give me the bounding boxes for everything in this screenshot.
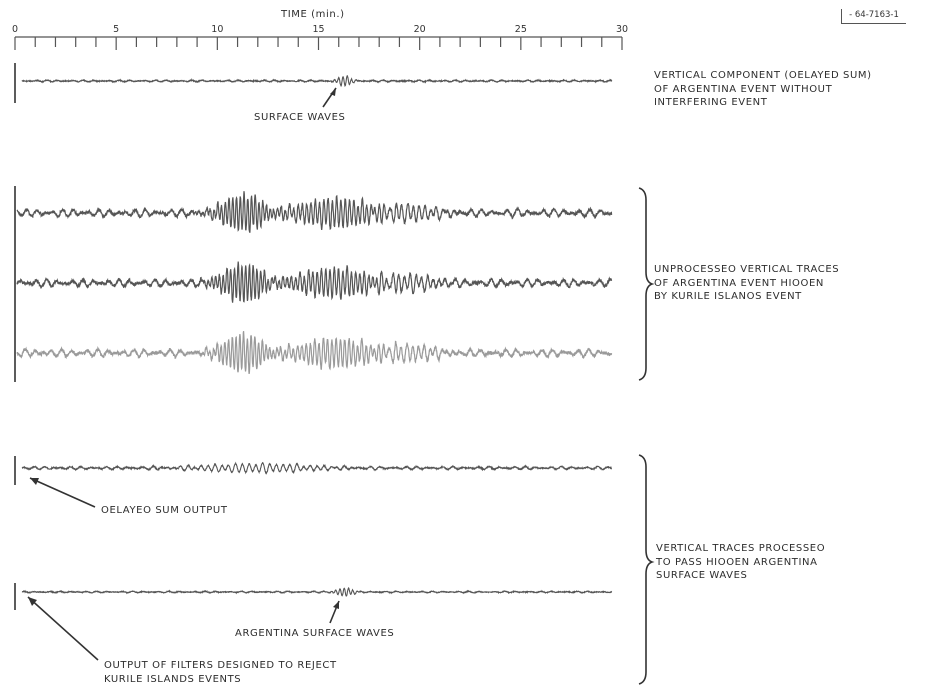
seismogram-trace [21, 75, 613, 88]
filter-output-line: OUTPUT OF FILTERS DESIGNED TO REJECT [104, 660, 337, 671]
time-axis-title: TIME (min.) [281, 9, 345, 20]
time-axis-tick-label: 30 [615, 24, 629, 35]
time-axis-tick-label: 0 [11, 24, 19, 35]
middle-caption: UNPROCESSEO VERTICAL TRACES OF ARGENTINA… [654, 263, 839, 304]
bottom-caption-line: TO PASS HIOOEN ARGENTINA [656, 556, 818, 568]
top-caption: VERTICAL COMPONENT (OELAYED SUM) OF ARGE… [654, 69, 872, 110]
top-caption-line: INTERFERING EVENT [654, 97, 768, 108]
delayed-sum-arrow [29, 477, 96, 508]
filter-output-line: KURILE ISLANDS EVENTS [104, 673, 242, 685]
bottom-caption-line: VERTICAL TRACES PROCESSEO [656, 543, 826, 554]
delayed-sum-arrowhead [30, 478, 39, 485]
middle-bracket [638, 187, 655, 381]
bottom-caption: VERTICAL TRACES PROCESSEO TO PASS HIOOEN… [656, 542, 825, 583]
time-axis-tick-label: 20 [413, 24, 426, 35]
filter-output-label: OUTPUT OF FILTERS DESIGNED TO REJECT KUR… [104, 659, 337, 686]
seismogram-trace [16, 330, 613, 375]
argentina-surface-waves-label: ARGENTINA SURFACE WAVES [235, 628, 395, 639]
figure-number: - 64-7163-1 [841, 9, 906, 24]
seismogram-trace [16, 191, 613, 233]
delayed-sum-output-label: OELAYEO SUM OUTPUT [101, 505, 228, 516]
time-axis-tick-label: 10 [211, 24, 224, 35]
filter-output-arrowhead [28, 597, 37, 606]
time-axis [14, 36, 623, 50]
middle-caption-line: UNPROCESSEO VERTICAL TRACES [654, 264, 840, 275]
bottom-caption-line: SURFACE WAVES [656, 570, 748, 581]
seismogram-trace [21, 461, 613, 475]
top-caption-line: OF ARGENTINA EVENT WITHOUT [654, 83, 833, 95]
surface-waves-arrowhead [330, 88, 336, 96]
filter-output-arrow [27, 596, 99, 661]
bottom-bracket [638, 454, 655, 685]
time-axis-tick-label: 5 [113, 24, 120, 35]
middle-caption-line: BY KURILE ISLANOS EVENT [654, 291, 802, 302]
argentina-surface-waves-arrowhead [333, 601, 339, 609]
seismogram-trace [21, 586, 613, 597]
top-caption-line: VERTICAL COMPONENT (OELAYED SUM) [654, 70, 872, 81]
time-axis-tick-label: 15 [312, 24, 325, 35]
time-axis-tick-label: 25 [514, 24, 527, 35]
surface-waves-label: SURFACE WAVES [254, 112, 346, 123]
seismogram-trace [16, 261, 613, 303]
middle-caption-line: OF ARGENTINA EVENT HIOOEN [654, 277, 824, 289]
